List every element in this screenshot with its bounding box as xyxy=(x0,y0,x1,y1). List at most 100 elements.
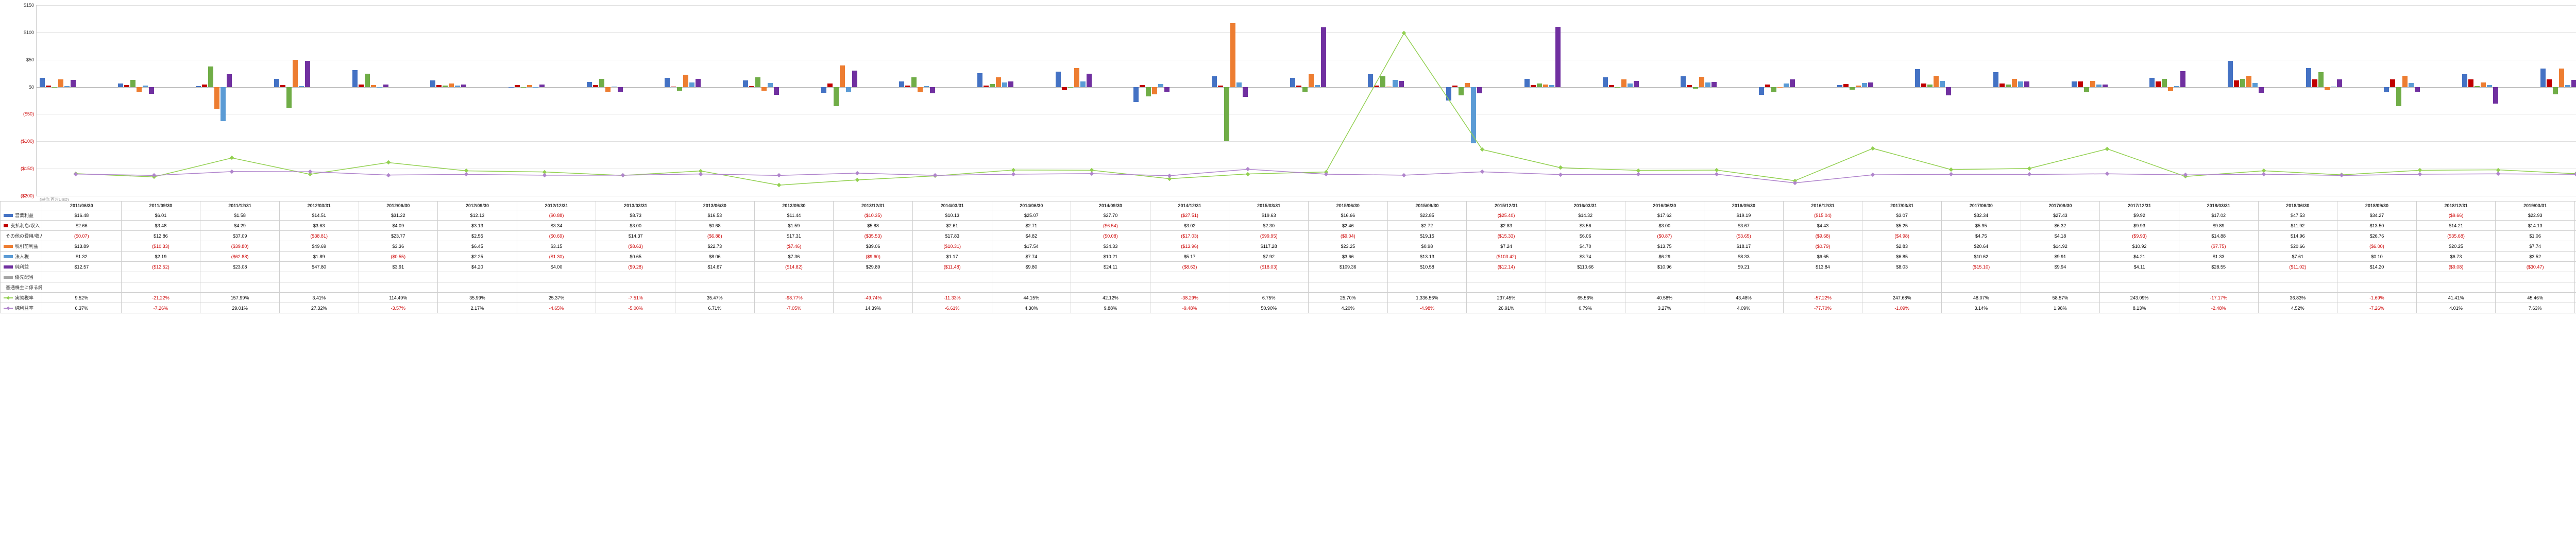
cell-common_net xyxy=(2416,282,2496,293)
cell-other: $17.31 xyxy=(754,231,834,241)
cell-tax: $7.61 xyxy=(2258,252,2337,262)
period-header: 2014/09/30 xyxy=(1071,202,1150,210)
cell-net: $110.66 xyxy=(1546,262,1625,272)
cell-interest: $3.02 xyxy=(1150,221,1229,231)
cell-net: $3.91 xyxy=(359,262,438,272)
cell-interest: $4.09 xyxy=(359,221,438,231)
cell-net_margin: 4.20% xyxy=(1309,303,1388,313)
cell-op_income: ($25.40) xyxy=(1467,210,1546,221)
cell-eff_tax: 237.45% xyxy=(1467,293,1546,303)
cell-eff_tax: 43.48% xyxy=(1704,293,1784,303)
cell-pretax: $7.74 xyxy=(2496,241,2575,252)
cell-interest: $4.29 xyxy=(200,221,280,231)
bar-op_income xyxy=(2072,81,2077,87)
bar-other xyxy=(130,80,135,87)
cell-common_net xyxy=(42,282,122,293)
bar-tax xyxy=(2487,85,2492,87)
bar-tax xyxy=(924,86,929,87)
bar-other xyxy=(521,87,526,88)
bar-pretax xyxy=(1152,87,1157,95)
cell-interest: $2.61 xyxy=(912,221,992,231)
marker-net_margin xyxy=(1480,170,1484,174)
cell-eff_tax: 65.56% xyxy=(1546,293,1625,303)
bar-pretax xyxy=(2246,76,2251,87)
cell-net: $47.80 xyxy=(279,262,359,272)
bar-pretax xyxy=(371,85,376,87)
marker-eff_tax xyxy=(855,178,859,182)
bar-tax xyxy=(1784,83,1789,87)
cell-other: ($3.65) xyxy=(1704,231,1784,241)
cell-op_income: $22.93 xyxy=(2496,210,2575,221)
cell-interest: $3.67 xyxy=(1704,221,1784,231)
bar-pretax xyxy=(1699,77,1704,87)
bar-tax xyxy=(2096,85,2102,87)
bar-tax xyxy=(533,87,538,88)
cell-common_net xyxy=(2179,282,2258,293)
cell-interest: $5.25 xyxy=(1862,221,1942,231)
cell-op_income: ($10.35) xyxy=(834,210,913,221)
cell-interest: $2.66 xyxy=(42,221,122,231)
cell-eff_tax: 35.47% xyxy=(675,293,755,303)
cell-net: $4.11 xyxy=(2100,262,2179,272)
y-left-tick: ($50) xyxy=(11,111,34,116)
row-label-common_net: 普通株主に係る純利益 xyxy=(1,282,42,293)
cell-common_net xyxy=(912,282,992,293)
cell-pref_div xyxy=(2179,272,2258,282)
bar-net xyxy=(852,71,857,87)
cell-interest: $6.32 xyxy=(2021,221,2100,231)
bar-net xyxy=(1555,27,1561,87)
cell-eff_tax: 114.49% xyxy=(359,293,438,303)
cell-op_income: ($15.04) xyxy=(1783,210,1862,221)
bar-op_income xyxy=(665,78,670,87)
cell-net_margin: 50.90% xyxy=(1229,303,1309,313)
bar-net xyxy=(539,85,545,87)
cell-pretax: ($6.00) xyxy=(2337,241,2417,252)
bar-tax xyxy=(1940,81,1945,87)
cell-net: $9.21 xyxy=(1704,262,1784,272)
bar-op_income xyxy=(2228,61,2233,87)
row-label-op_income: 営業利益 xyxy=(1,210,42,221)
bar-tax xyxy=(2565,85,2570,87)
period-header: 2018/12/31 xyxy=(2416,202,2496,210)
period-header: 2014/12/31 xyxy=(1150,202,1229,210)
cell-net_margin: 29.01% xyxy=(200,303,280,313)
marker-net_margin xyxy=(1636,172,1640,176)
cell-pretax: $23.25 xyxy=(1309,241,1388,252)
bar-net xyxy=(1008,81,1013,87)
cell-pref_div xyxy=(2416,272,2496,282)
cell-pref_div xyxy=(42,272,122,282)
cell-other: ($4.98) xyxy=(1862,231,1942,241)
bar-op_income xyxy=(2149,78,2155,87)
cell-net: ($15.10) xyxy=(1942,262,2021,272)
cell-eff_tax: 40.58% xyxy=(1625,293,1704,303)
cell-net: ($18.03) xyxy=(1229,262,1309,272)
cell-tax: $3.52 xyxy=(2496,252,2575,262)
bar-other xyxy=(2553,87,2558,94)
bar-op_income xyxy=(430,80,435,87)
cell-pretax: $20.25 xyxy=(2416,241,2496,252)
cell-pref_div xyxy=(121,272,200,282)
cell-op_income: $34.27 xyxy=(2337,210,2417,221)
bar-op_income xyxy=(196,86,201,87)
bar-other xyxy=(1771,87,1776,92)
cell-pref_div xyxy=(1783,272,1862,282)
bar-net xyxy=(774,87,779,95)
bar-interest xyxy=(593,85,598,87)
bar-other xyxy=(1693,87,1698,89)
y-left-tick: ($150) xyxy=(11,166,34,171)
bar-other xyxy=(1302,87,1308,92)
cell-tax: $7.74 xyxy=(992,252,1071,262)
cell-net: $14.20 xyxy=(2337,262,2417,272)
cell-pref_div xyxy=(1625,272,1704,282)
bar-net xyxy=(2493,87,2498,104)
cell-pretax: $34.33 xyxy=(1071,241,1150,252)
bar-net xyxy=(383,85,388,87)
period-header: 2016/12/31 xyxy=(1783,202,1862,210)
bar-tax xyxy=(1393,80,1398,87)
marker-eff_tax xyxy=(2105,147,2109,151)
cell-pretax: $4.70 xyxy=(1546,241,1625,252)
bar-tax xyxy=(846,87,851,92)
marker-net_margin xyxy=(855,171,859,175)
cell-net_margin: -6.61% xyxy=(912,303,992,313)
cell-pretax: $117.28 xyxy=(1229,241,1309,252)
